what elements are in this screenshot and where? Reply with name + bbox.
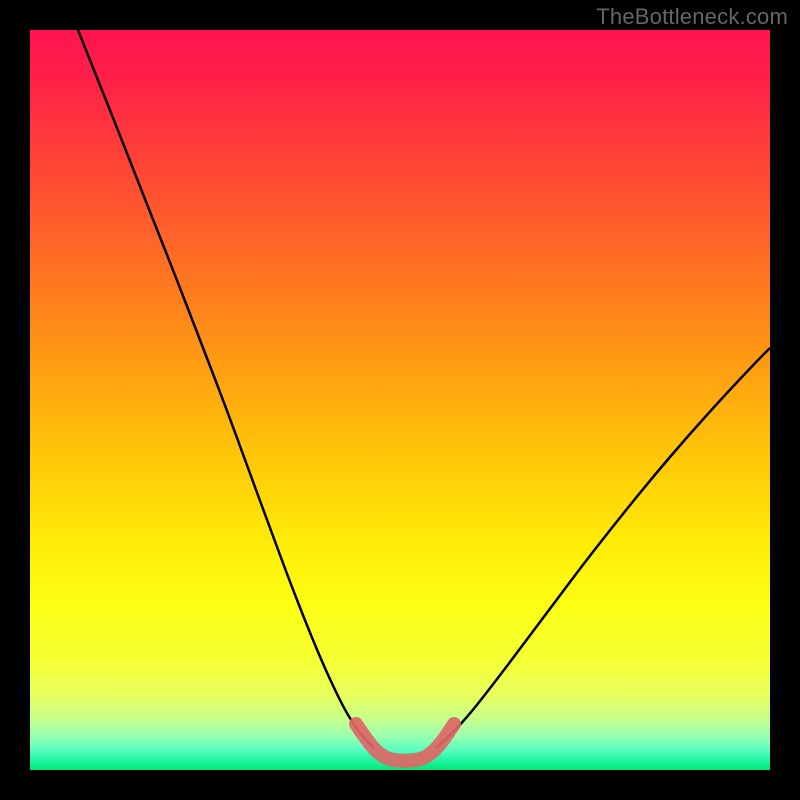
curve-right — [436, 348, 770, 748]
curve-left — [78, 30, 374, 748]
watermark-text: TheBottleneck.com — [596, 4, 788, 30]
curve-overlay — [30, 30, 770, 770]
trough-highlight — [356, 724, 454, 761]
plot-area — [30, 30, 770, 770]
chart-canvas: TheBottleneck.com — [0, 0, 800, 800]
